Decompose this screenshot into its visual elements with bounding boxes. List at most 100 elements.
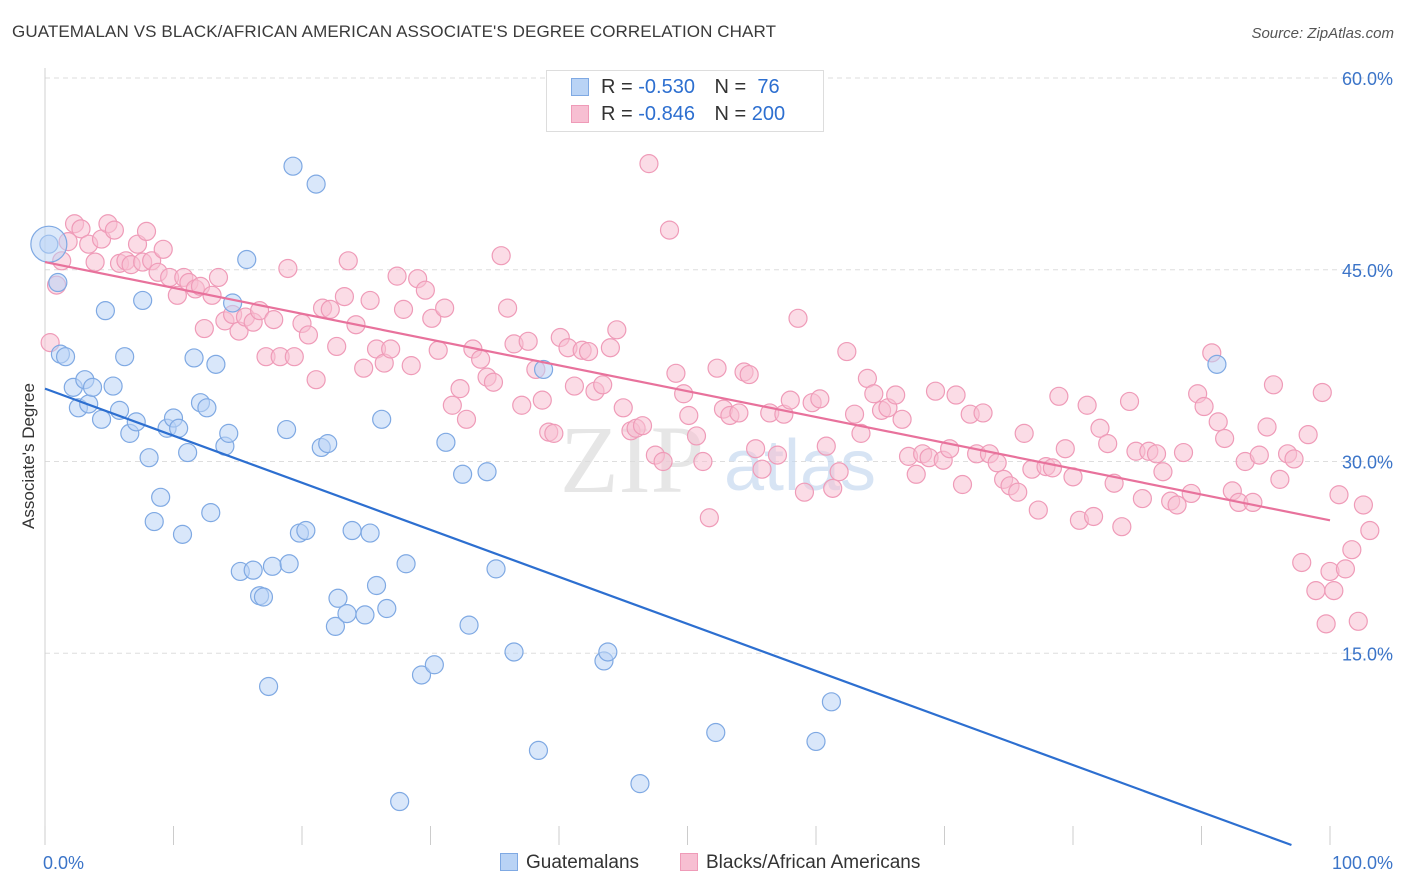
black-african-american-point xyxy=(428,340,448,360)
black-african-american-point xyxy=(739,364,759,385)
black-african-american-point xyxy=(194,318,214,339)
black-african-american-point xyxy=(829,462,849,482)
guatemalan-point xyxy=(223,293,243,313)
legend-r-label: R = xyxy=(601,103,633,125)
black-african-american-point xyxy=(360,290,380,311)
black-african-american-point xyxy=(788,308,808,328)
y-tick-label: 45.0% xyxy=(1342,261,1393,281)
guatemalan-point xyxy=(390,791,410,812)
black-african-american-point xyxy=(1329,485,1349,505)
guatemalan-point xyxy=(486,559,506,579)
black-african-american-point xyxy=(837,341,857,362)
black-african-american-point xyxy=(578,341,599,362)
guatemalan-point xyxy=(598,642,618,662)
guatemalan-point xyxy=(436,432,456,452)
guatemalan-point xyxy=(706,722,726,743)
legend-swatch-blue xyxy=(571,78,589,96)
guatemalan-point xyxy=(55,347,76,367)
legend: R = -0.530 N = 76 R = -0.846 N = 200 xyxy=(546,70,824,132)
black-african-american-point xyxy=(659,220,680,240)
black-african-american-point xyxy=(498,298,518,318)
black-african-american-point xyxy=(422,308,442,328)
black-african-american-point xyxy=(851,423,871,443)
black-african-american-point xyxy=(973,403,993,423)
guatemalan-point xyxy=(296,520,316,541)
black-african-american-point xyxy=(794,482,815,502)
legend-r-value: -0.846 xyxy=(638,103,695,125)
legend-n-label: N = xyxy=(714,76,747,98)
black-african-american-point xyxy=(532,390,552,410)
bottom-legend-swatch-pink xyxy=(680,853,698,871)
guatemalan-point xyxy=(396,554,416,574)
black-african-american-point xyxy=(1353,495,1374,515)
guatemalan-point xyxy=(139,448,159,468)
legend-r-value: -0.530 xyxy=(638,76,695,98)
guatemalan-point xyxy=(48,272,68,293)
y-tick-label: 30.0% xyxy=(1342,453,1393,473)
guatemalan-point xyxy=(360,523,380,543)
guatemalan-point xyxy=(82,377,103,397)
black-african-american-point xyxy=(752,459,772,479)
black-african-american-point xyxy=(1014,423,1034,443)
black-african-american-point xyxy=(1263,375,1284,395)
bottom-legend-label: Guatemalans xyxy=(526,852,640,873)
black-african-american-point xyxy=(298,325,319,345)
guatemalan-point xyxy=(95,301,115,321)
black-african-american-point xyxy=(518,331,538,351)
black-african-american-point xyxy=(1208,412,1228,432)
guatemalan-point xyxy=(276,419,297,440)
black-african-american-point xyxy=(707,358,727,378)
guatemalan-point xyxy=(377,598,397,619)
guatemalan-point xyxy=(243,560,263,580)
black-african-american-point xyxy=(666,363,686,383)
black-african-american-point xyxy=(512,395,532,415)
black-african-american-point xyxy=(1077,395,1097,415)
guatemalan-point xyxy=(206,354,226,374)
guatemalan-point xyxy=(219,423,239,443)
black-african-american-point xyxy=(925,381,946,401)
black-african-american-point xyxy=(442,395,462,415)
legend-n-label: N = xyxy=(714,103,747,125)
guatemalan-point xyxy=(237,249,257,270)
y-tick-label: 15.0% xyxy=(1342,644,1393,664)
guatemalan-point xyxy=(262,556,283,576)
guatemalan-point xyxy=(283,156,303,176)
black-african-american-point xyxy=(1316,614,1336,634)
guatemalan-point xyxy=(178,442,198,463)
black-african-american-point xyxy=(381,339,401,359)
guatemalan-point xyxy=(342,520,362,541)
guatemalan-point xyxy=(279,554,299,574)
guatemalan-point xyxy=(424,655,444,675)
y-tick-label: 60.0% xyxy=(1342,69,1393,89)
guatemalan-point xyxy=(630,774,650,794)
black-african-american-point xyxy=(1312,382,1332,403)
guatemalan-point xyxy=(197,398,217,418)
black-african-american-point xyxy=(844,404,865,424)
black-african-american-point xyxy=(320,299,340,319)
chart-title: GUATEMALAN VS BLACK/AFRICAN AMERICAN ASS… xyxy=(12,22,777,41)
black-african-american-point xyxy=(679,405,699,426)
black-african-american-point xyxy=(1112,517,1132,537)
legend-r-label: R = xyxy=(601,76,633,98)
black-african-american-point xyxy=(906,464,926,484)
black-african-american-point xyxy=(946,385,966,405)
black-african-american-point xyxy=(1055,439,1075,459)
black-african-american-point xyxy=(1119,391,1140,412)
guatemalan-point xyxy=(337,604,357,624)
black-african-american-point xyxy=(1243,492,1263,513)
guatemalan-point xyxy=(172,524,193,544)
black-african-american-point xyxy=(600,338,621,358)
guatemalan-point xyxy=(821,692,842,712)
black-african-american-point xyxy=(639,154,659,174)
black-african-american-point xyxy=(544,423,564,443)
guatemalan-point xyxy=(459,615,479,635)
black-african-american-point xyxy=(686,426,707,446)
black-african-american-point xyxy=(1292,552,1312,573)
black-african-american-point xyxy=(1306,581,1326,601)
guatemalan-point xyxy=(133,290,153,311)
legend-n-value: 76 xyxy=(751,76,780,98)
guatemalan-point xyxy=(318,434,338,454)
black-african-american-point xyxy=(1360,520,1380,541)
guatemalan-point xyxy=(366,575,387,596)
